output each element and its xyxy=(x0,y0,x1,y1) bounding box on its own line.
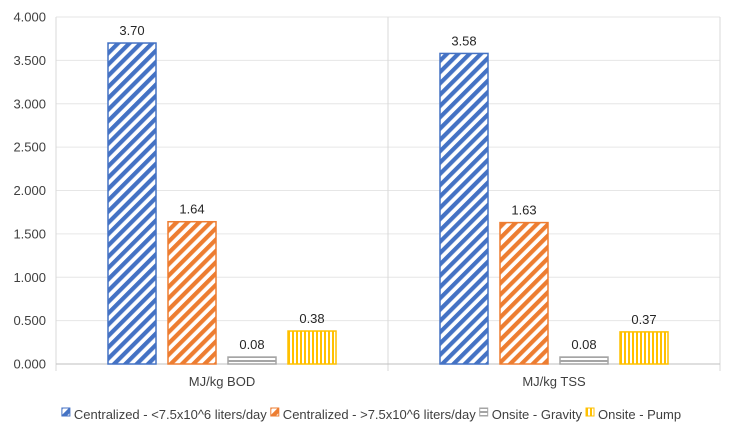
legend-swatch xyxy=(61,407,71,417)
bar-mj-kg-bod-centralized-7-5x10-6-liters-day xyxy=(107,42,157,365)
data-label: 0.08 xyxy=(571,337,596,352)
y-tick-label: 2.000 xyxy=(13,183,46,198)
y-axis: 0.000 0.500 1.000 1.500 2.000 2.500 3.000 3.500… xyxy=(13,10,46,372)
bar-mj-kg-bod-centralized-7-5x10-6-liters-day xyxy=(167,220,217,365)
data-label: 0.08 xyxy=(239,337,264,352)
data-label: 1.63 xyxy=(511,203,536,218)
legend-item-onsite-pump: Onsite - Pump xyxy=(585,407,681,422)
legend-label: Onsite - Pump xyxy=(598,407,681,422)
bar-mj-kg-bod-onsite-gravity xyxy=(227,356,277,365)
y-tick-label: 4.000 xyxy=(13,10,46,25)
y-tick-label: 3.500 xyxy=(13,53,46,68)
legend-label: Onsite - Gravity xyxy=(492,407,583,422)
legend-label: Centralized - <7.5x10^6 liters/day xyxy=(74,407,267,422)
y-tick-label: 0.500 xyxy=(13,313,46,328)
legend-swatch xyxy=(479,407,489,417)
legend-item-centralized-7-5x10-6-liters-day: Centralized - <7.5x10^6 liters/day xyxy=(61,407,267,422)
y-tick-label: 1.000 xyxy=(13,270,46,285)
bar-mj-kg-tss-onsite-gravity xyxy=(559,356,609,365)
data-label: 1.64 xyxy=(179,202,204,217)
grid-lines xyxy=(55,16,721,371)
y-tick-label: 3.000 xyxy=(13,96,46,111)
bar-mj-kg-bod-onsite-pump xyxy=(287,330,337,365)
legend-swatch xyxy=(270,407,280,417)
bar-mj-kg-tss-centralized-7-5x10-6-liters-day xyxy=(439,52,489,365)
x-category-label: MJ/kg BOD xyxy=(189,374,255,389)
legend-label: Centralized - >7.5x10^6 liters/day xyxy=(283,407,476,422)
data-labels: 3.70 1.64 0.08 0.38 3.58 1.63 0.08 0.37 xyxy=(119,23,656,352)
bar-mj-kg-tss-onsite-pump xyxy=(619,331,669,365)
bars xyxy=(107,42,669,365)
y-tick-label: 1.500 xyxy=(13,226,46,241)
x-axis: MJ/kg BOD MJ/kg TSS xyxy=(189,374,586,389)
data-label: 0.37 xyxy=(631,312,656,327)
bar-mj-kg-tss-centralized-7-5x10-6-liters-day xyxy=(499,221,549,365)
legend-swatch xyxy=(585,407,595,417)
legend-item-centralized-7-5x10-6-liters-day: Centralized - >7.5x10^6 liters/day xyxy=(270,407,476,422)
y-tick-label: 0.000 xyxy=(13,357,46,372)
data-label: 3.70 xyxy=(119,23,144,38)
legend: Centralized - <7.5x10^6 liters/day Centra… xyxy=(61,407,681,422)
data-label: 3.58 xyxy=(451,33,476,48)
x-category-label: MJ/kg TSS xyxy=(522,374,586,389)
y-tick-label: 2.500 xyxy=(13,140,46,155)
legend-item-onsite-gravity: Onsite - Gravity xyxy=(479,407,583,422)
data-label: 0.38 xyxy=(299,311,324,326)
